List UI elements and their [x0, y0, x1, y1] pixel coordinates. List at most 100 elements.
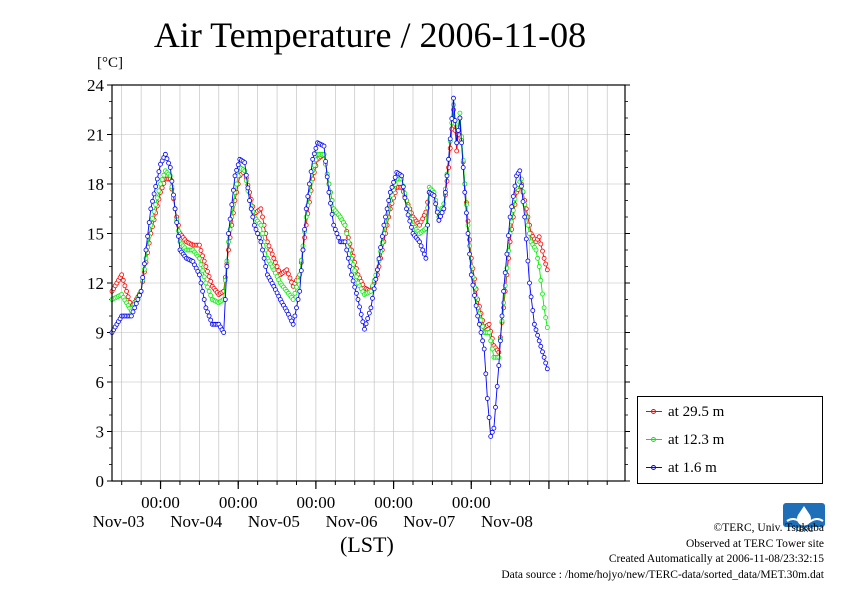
terc-logo-text: TERC — [794, 527, 814, 534]
data-point — [230, 187, 236, 193]
x-tick-label-date: Nov-04 — [170, 512, 222, 531]
data-point — [538, 241, 544, 247]
data-point — [420, 247, 426, 253]
data-point — [447, 136, 453, 142]
data-point — [468, 272, 474, 278]
data-point — [457, 115, 463, 121]
data-point — [124, 288, 129, 294]
data-point — [226, 247, 231, 253]
x-tick-label-date: Nov-08 — [481, 512, 533, 531]
data-point — [434, 209, 440, 215]
data-point — [392, 174, 398, 180]
data-point — [258, 239, 264, 245]
data-point — [295, 278, 301, 284]
data-point — [234, 181, 240, 187]
data-point — [352, 268, 358, 274]
data-point — [203, 305, 209, 311]
x-tick-label-date: Nov-07 — [403, 512, 455, 531]
data-point — [501, 288, 507, 294]
data-point — [460, 165, 466, 170]
data-point — [332, 226, 338, 232]
data-point — [172, 206, 178, 212]
data-point — [198, 261, 204, 267]
data-point — [496, 363, 502, 368]
credits-observed: Observed at TERC Tower site — [685, 537, 824, 550]
data-point — [272, 259, 278, 265]
data-point — [120, 277, 126, 283]
data-point — [328, 200, 333, 206]
data-point — [436, 217, 442, 223]
data-point — [171, 192, 176, 198]
data-point — [234, 167, 240, 173]
data-point — [303, 206, 309, 212]
data-point — [167, 165, 173, 170]
data-point — [323, 158, 329, 164]
data-point — [206, 313, 212, 319]
data-point — [290, 297, 296, 302]
data-point — [290, 321, 296, 327]
data-point — [433, 201, 439, 207]
data-point — [381, 222, 387, 228]
data-point — [472, 292, 477, 298]
data-point — [447, 145, 453, 151]
data-point — [208, 278, 214, 284]
data-point — [201, 297, 207, 302]
data-point — [378, 245, 384, 250]
data-point — [418, 243, 424, 249]
data-point — [245, 185, 251, 191]
data-point — [489, 346, 495, 352]
data-point — [201, 258, 207, 264]
x-tick-label-time: 00:00 — [374, 493, 413, 512]
data-point — [423, 255, 429, 261]
data-point — [271, 255, 277, 261]
data-point — [156, 188, 162, 194]
data-point — [227, 216, 233, 222]
data-point — [306, 181, 312, 187]
data-point — [174, 220, 180, 225]
data-point — [442, 189, 448, 195]
data-point — [294, 284, 299, 290]
data-point — [242, 160, 248, 166]
data-point — [132, 305, 138, 311]
x-tick-label-time: 00:00 — [219, 493, 258, 512]
data-point — [201, 274, 207, 280]
data-point — [162, 151, 168, 157]
data-point — [161, 172, 167, 178]
data-point — [519, 183, 524, 189]
data-point — [408, 224, 414, 230]
data-point — [507, 239, 513, 245]
data-point — [465, 222, 471, 228]
data-point — [425, 222, 431, 228]
y-tick-label: 12 — [87, 274, 104, 293]
data-point — [324, 174, 330, 180]
data-point — [512, 183, 518, 189]
legend-label-1-6m: at 1.6 m — [668, 459, 717, 476]
data-point — [462, 181, 468, 187]
data-point — [196, 242, 202, 248]
data-point — [329, 211, 335, 217]
data-point — [232, 173, 238, 179]
data-point — [347, 264, 353, 269]
data-point — [357, 304, 363, 310]
data-point — [221, 330, 227, 335]
credits-block: ©TERC, Univ. Tsukuba Observed at TERC To… — [501, 521, 824, 583]
data-point — [276, 268, 282, 274]
data-point — [489, 429, 495, 435]
data-point — [536, 264, 542, 269]
data-point — [457, 110, 463, 116]
data-point — [159, 177, 165, 183]
data-point — [502, 270, 508, 276]
data-point — [349, 272, 354, 278]
data-point — [285, 271, 291, 277]
data-point — [261, 255, 267, 261]
data-point — [342, 239, 348, 245]
data-point — [169, 178, 175, 184]
y-tick-label: 0 — [96, 472, 105, 491]
data-point — [541, 354, 547, 360]
data-point — [119, 272, 125, 278]
data-point — [459, 140, 465, 146]
data-point — [292, 290, 298, 296]
data-point — [383, 214, 388, 220]
data-point — [544, 267, 550, 273]
data-point — [386, 198, 392, 203]
